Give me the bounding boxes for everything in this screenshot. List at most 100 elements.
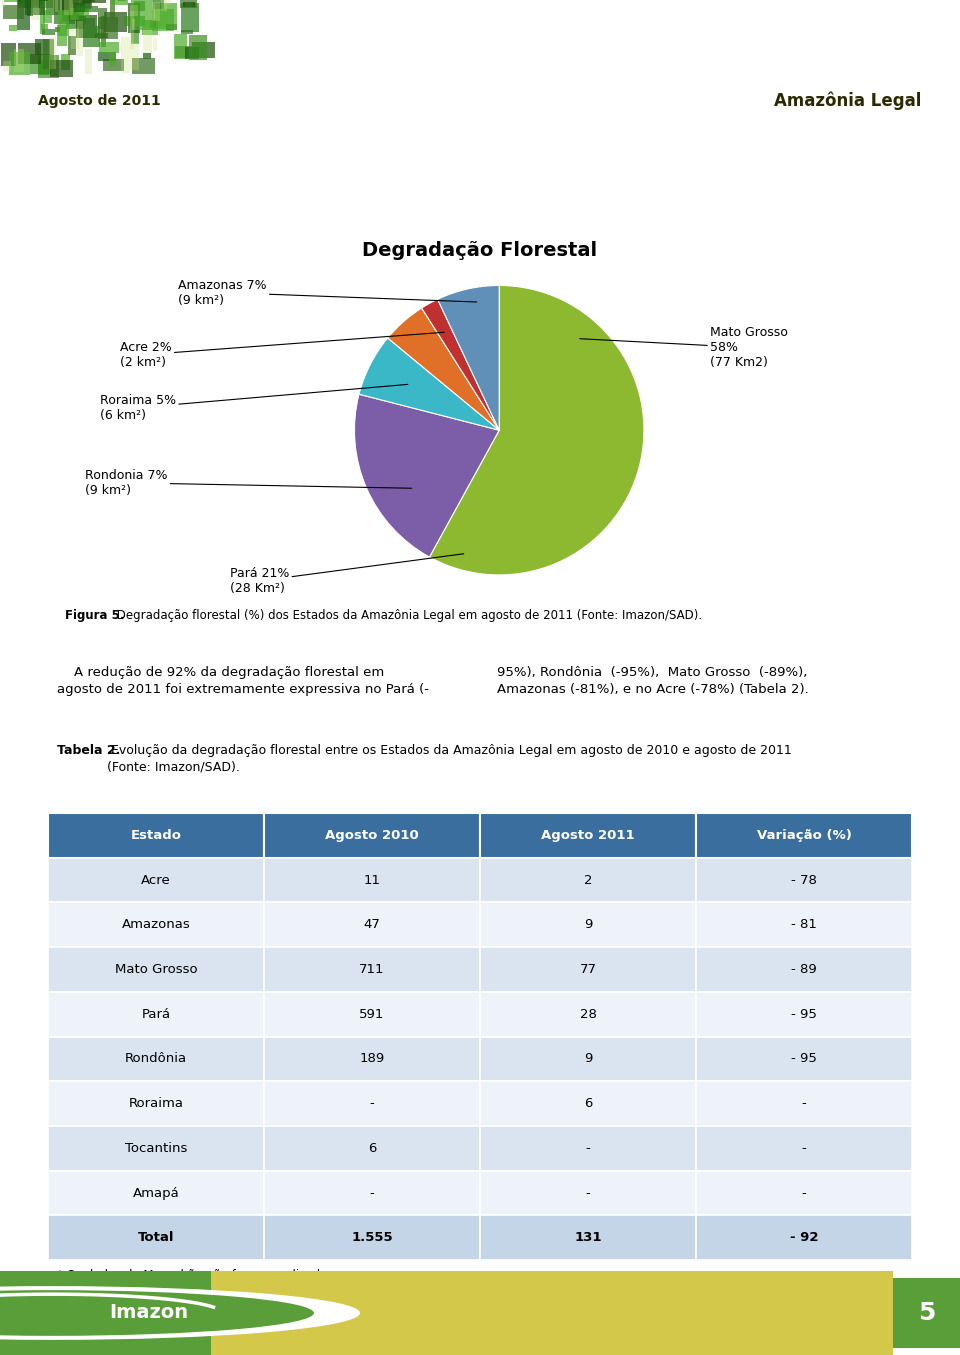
Bar	[14, 49, 24, 72]
Text: 189: 189	[359, 1053, 385, 1065]
Bar	[76, 7, 99, 12]
Bar	[84, 26, 100, 47]
Bar	[183, 3, 195, 7]
Bar	[57, 24, 66, 46]
Bar	[37, 61, 49, 75]
Bar	[77, 15, 97, 38]
Bar	[30, 54, 52, 75]
Bar	[98, 18, 118, 39]
Bar	[161, 0, 167, 11]
Bar	[31, 0, 39, 19]
Bar	[55, 0, 59, 12]
Bar	[181, 3, 199, 31]
Bar	[25, 0, 45, 15]
Bar	[121, 37, 130, 73]
Text: Imazon: Imazon	[109, 1304, 188, 1322]
Bar	[143, 30, 152, 53]
Bar	[42, 39, 54, 69]
Text: 47: 47	[364, 919, 380, 931]
Text: 6: 6	[584, 1098, 592, 1110]
Bar	[152, 1, 160, 20]
Bar	[85, 49, 92, 75]
Wedge shape	[421, 299, 499, 431]
Bar	[27, 0, 34, 15]
Bar	[480, 1037, 696, 1081]
Bar	[142, 19, 158, 35]
Text: Pará 21%
(28 Km²): Pará 21% (28 Km²)	[230, 554, 464, 595]
Bar	[18, 43, 40, 64]
Text: Degradação Florestal: Degradação Florestal	[363, 241, 597, 260]
Bar	[48, 1037, 264, 1081]
Bar	[696, 1081, 912, 1126]
Text: Total: Total	[137, 1232, 175, 1244]
Bar	[166, 24, 177, 30]
Text: Roraima: Roraima	[129, 1098, 183, 1110]
Text: Agosto 2010: Agosto 2010	[325, 829, 419, 841]
Bar	[108, 53, 116, 66]
Bar	[95, 33, 108, 38]
Bar	[264, 947, 480, 992]
Text: -: -	[370, 1187, 374, 1199]
Bar	[696, 947, 912, 992]
Bar	[74, 0, 95, 3]
Bar	[76, 0, 92, 8]
Text: 1.555: 1.555	[351, 1232, 393, 1244]
Bar	[131, 43, 139, 70]
Bar	[150, 20, 156, 28]
Bar	[48, 858, 264, 902]
Text: Rondônia: Rondônia	[125, 1053, 187, 1065]
Bar	[48, 947, 264, 992]
Wedge shape	[359, 337, 499, 431]
Bar	[124, 16, 145, 26]
Text: Amazonas 7%
(9 km²): Amazonas 7% (9 km²)	[178, 279, 477, 306]
Text: -: -	[802, 1098, 806, 1110]
Text: -: -	[586, 1187, 590, 1199]
Bar	[264, 858, 480, 902]
Bar	[480, 1171, 696, 1215]
Bar	[143, 53, 151, 58]
Bar	[133, 1, 145, 11]
Bar	[480, 1126, 696, 1171]
Bar	[129, 3, 140, 33]
Bar	[480, 947, 696, 992]
Text: 9: 9	[584, 919, 592, 931]
Text: Mato Grosso: Mato Grosso	[114, 963, 198, 976]
Bar	[62, 0, 80, 22]
Bar	[80, 1, 91, 9]
Text: 131: 131	[574, 1232, 602, 1244]
Bar	[59, 9, 69, 37]
Wedge shape	[429, 286, 644, 575]
Bar	[3, 61, 11, 72]
Bar	[48, 813, 264, 858]
Bar	[62, 0, 69, 12]
Bar	[83, 0, 106, 3]
Bar	[480, 1081, 696, 1126]
Bar	[38, 54, 59, 79]
Wedge shape	[388, 308, 499, 431]
Text: - 92: - 92	[790, 1232, 818, 1244]
Text: 77: 77	[580, 963, 596, 976]
Bar	[696, 858, 912, 902]
Bar	[132, 27, 138, 43]
Bar	[192, 42, 215, 58]
Wedge shape	[354, 394, 499, 557]
Bar	[34, 0, 48, 1]
Text: 11: 11	[364, 874, 380, 886]
Bar	[104, 12, 127, 33]
Bar	[38, 0, 53, 8]
Bar	[696, 1126, 912, 1171]
Bar	[40, 7, 45, 34]
Wedge shape	[438, 286, 499, 431]
Bar	[480, 902, 696, 947]
Text: Agosto 2011: Agosto 2011	[541, 829, 635, 841]
Bar	[264, 1126, 480, 1171]
Text: - 78: - 78	[791, 874, 817, 886]
Bar	[152, 9, 175, 31]
Bar	[132, 0, 155, 30]
Text: * Os dados do Maranhão não foram analisados.: * Os dados do Maranhão não foram analisa…	[57, 1268, 337, 1282]
Bar	[48, 1171, 264, 1215]
Bar	[98, 51, 115, 61]
Text: - 81: - 81	[791, 919, 817, 931]
Text: -: -	[802, 1142, 806, 1154]
Bar	[17, 0, 30, 30]
